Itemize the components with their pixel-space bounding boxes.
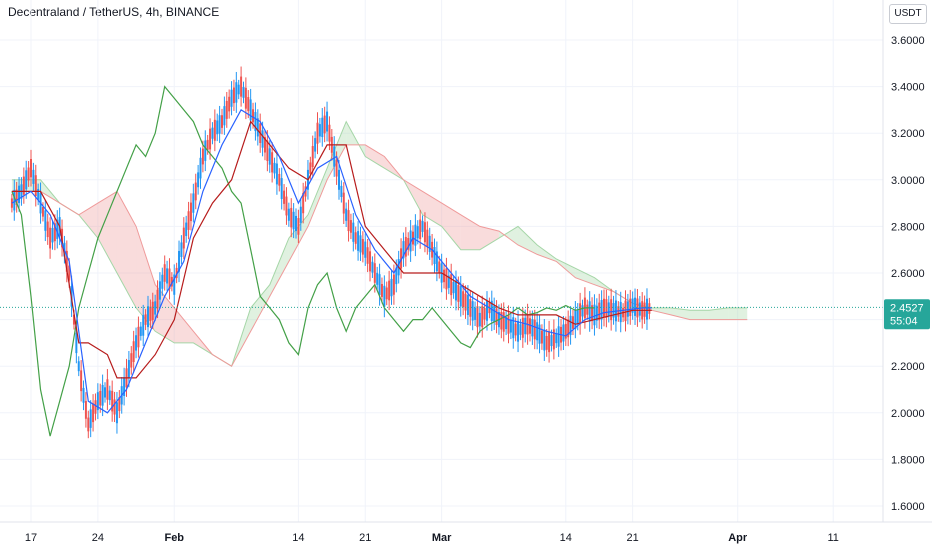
y-tick-label: 3.4000 bbox=[891, 82, 925, 94]
conversion-line bbox=[11, 109, 652, 414]
cloud-segment bbox=[174, 307, 194, 343]
x-tick-label: Mar bbox=[432, 532, 452, 544]
x-tick-label: 24 bbox=[92, 532, 104, 544]
x-tick-label: 11 bbox=[827, 532, 838, 544]
base-line bbox=[11, 120, 652, 379]
x-axis: 17 24 Feb 14 21 Mar 14 21 Apr 11 bbox=[25, 532, 839, 544]
chart-title: Decentraland / TetherUS, 4h, BINANCE bbox=[8, 5, 220, 19]
y-tick-label: 1.8000 bbox=[891, 454, 925, 466]
ichimoku-cloud bbox=[11, 120, 748, 367]
cloud-segment bbox=[689, 310, 710, 320]
x-tick-label: 21 bbox=[627, 532, 639, 544]
cloud-segment bbox=[307, 168, 328, 227]
cloud-segment bbox=[479, 226, 499, 250]
cloud-segment bbox=[116, 191, 137, 308]
indicator-lines bbox=[11, 85, 652, 437]
cloud-segment bbox=[327, 121, 347, 180]
price-label-price: 2.4527 bbox=[890, 302, 924, 314]
x-tick-label: Feb bbox=[164, 532, 184, 544]
cloud-segment bbox=[651, 307, 671, 315]
price-label-box bbox=[884, 299, 930, 330]
price-label-countdown: 55:04 bbox=[890, 315, 918, 327]
cloud-segment bbox=[365, 144, 385, 169]
x-tick-label: Apr bbox=[728, 532, 748, 544]
lagging-span-line bbox=[11, 85, 595, 437]
x-tick-label: 14 bbox=[560, 532, 572, 544]
price-candles bbox=[10, 66, 651, 439]
cloud-segment bbox=[78, 203, 98, 239]
cloud-segment bbox=[97, 191, 117, 273]
y-tick-label: 3.2000 bbox=[891, 128, 925, 140]
cloud-segment bbox=[709, 307, 729, 320]
cloud-segment bbox=[269, 238, 289, 297]
y-tick-label: 2.6000 bbox=[891, 268, 925, 280]
x-tick-label: 14 bbox=[292, 532, 304, 544]
y-tick-label: 2.0000 bbox=[891, 408, 925, 420]
y-tick-label: 3.6000 bbox=[891, 35, 925, 47]
x-tick-label: 17 bbox=[25, 532, 37, 544]
y-tick-label: 2.8000 bbox=[891, 221, 925, 233]
cloud-segment bbox=[498, 226, 519, 246]
y-axis: 3.60003.40003.20003.00002.80002.60002.40… bbox=[891, 35, 925, 513]
price-label: 2.4527 55:04 bbox=[884, 299, 930, 330]
y-tick-label: 1.6000 bbox=[891, 501, 925, 513]
cloud-segment bbox=[670, 307, 690, 320]
currency-label[interactable]: USDT bbox=[889, 4, 927, 24]
leading-span-b-line bbox=[11, 144, 748, 367]
cloud-segment bbox=[537, 245, 557, 262]
y-tick-label: 3.0000 bbox=[891, 175, 925, 187]
y-tick-label: 2.2000 bbox=[891, 361, 925, 373]
cloud-segment bbox=[575, 268, 595, 285]
cloud-segment bbox=[441, 203, 461, 250]
cloud-segment bbox=[728, 307, 748, 320]
x-tick-label: 21 bbox=[359, 532, 371, 544]
cloud-segment bbox=[250, 284, 270, 332]
